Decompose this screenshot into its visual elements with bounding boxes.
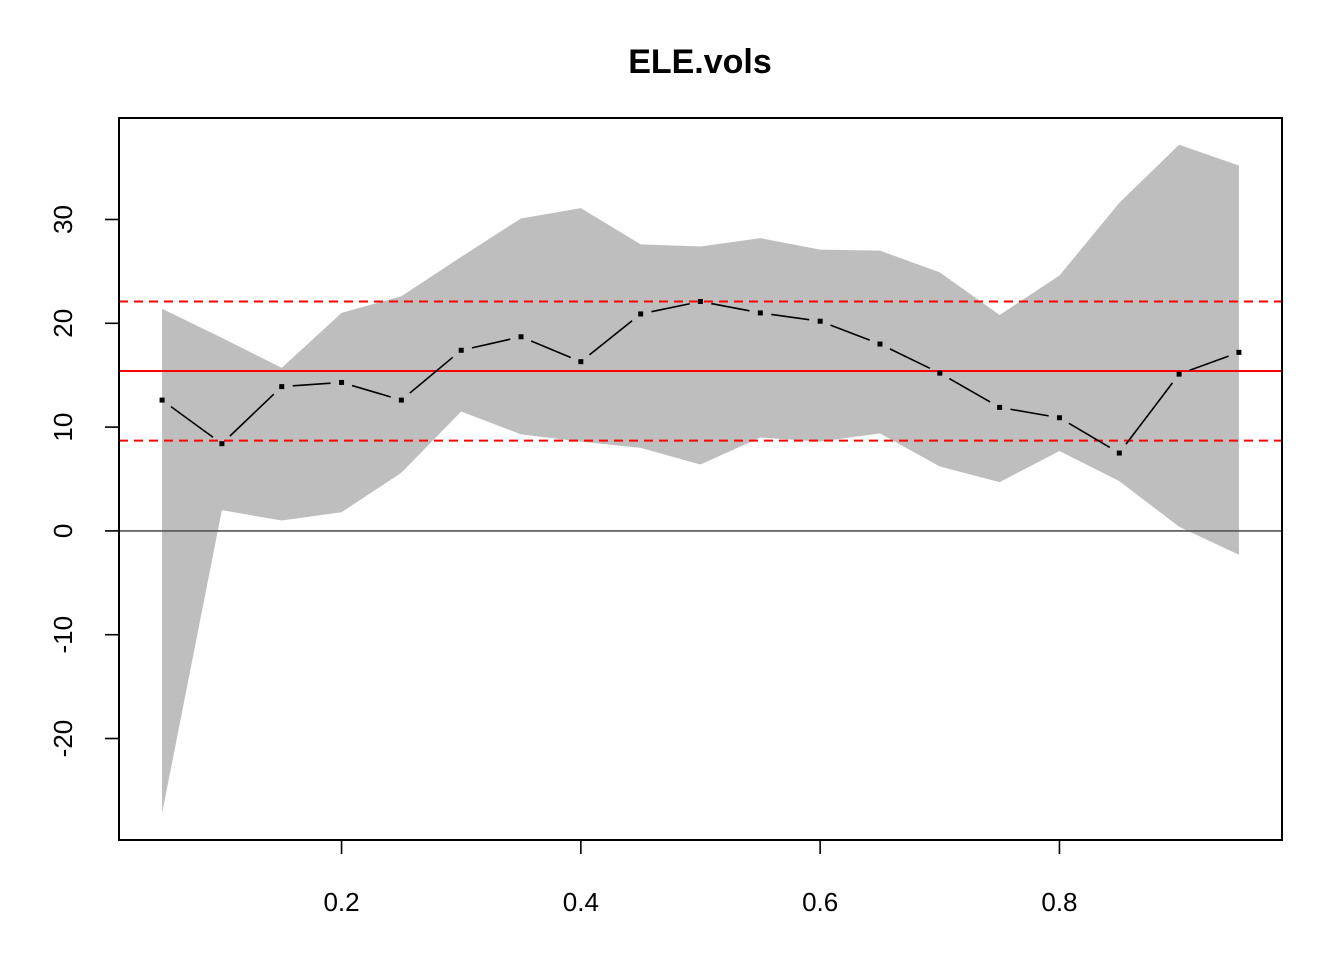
estimate-point [339, 379, 345, 385]
x-tick-label: 0.8 [1041, 887, 1077, 917]
estimate-point [877, 341, 883, 347]
x-tick-label: 0.6 [802, 887, 838, 917]
estimate-segment [948, 377, 991, 403]
estimate-series-layer [159, 298, 1242, 456]
estimate-point [159, 397, 165, 403]
estimate-point [578, 359, 584, 365]
estimate-point [458, 347, 464, 353]
estimate-segment [1125, 382, 1174, 445]
y-tick-label: 30 [48, 205, 78, 234]
y-tick-label: -10 [48, 616, 78, 654]
estimate-point [1176, 371, 1182, 377]
estimate-point [1236, 349, 1242, 355]
estimate-point [518, 334, 524, 340]
estimate-segment [409, 356, 454, 394]
estimate-segment [651, 302, 690, 313]
estimate-segment [170, 405, 214, 438]
confidence-band-layer [162, 144, 1239, 814]
y-tick-label: 10 [48, 413, 78, 442]
y-tick-label: 20 [48, 309, 78, 338]
y-tick-label: -20 [48, 720, 78, 758]
plot-frame [118, 117, 1283, 841]
estimate-segment [1068, 422, 1111, 449]
estimate-point [698, 298, 703, 304]
estimate-segment [530, 340, 572, 359]
estimate-segment [711, 302, 750, 312]
estimate-segment [292, 382, 331, 387]
estimate-segment [471, 338, 511, 349]
estimate-segment [830, 324, 870, 341]
estimate-point [817, 318, 823, 324]
estimate-point [638, 311, 644, 317]
estimate-point [219, 441, 225, 447]
estimate-segment [1010, 408, 1049, 417]
estimate-segment [229, 393, 275, 437]
confidence-band [162, 144, 1239, 814]
estimate-point [279, 384, 285, 390]
y-axis: -20 -10 0 10 20 30 [48, 205, 119, 757]
estimate-point [1116, 450, 1122, 456]
reference-lines-layer [119, 300, 1282, 532]
estimate-segment [889, 348, 931, 370]
estimate-point [1056, 415, 1062, 421]
estimate-point [398, 397, 404, 403]
estimate-segment [1189, 355, 1229, 372]
x-tick-label: 0.2 [323, 887, 359, 917]
chart-title: ELE.vols [628, 43, 772, 81]
estimate-segment [588, 320, 633, 356]
estimate-point [997, 404, 1003, 410]
y-tick-label: 0 [48, 524, 78, 538]
estimate-segment [351, 384, 392, 398]
x-axis: 0.2 0.4 0.6 0.8 [323, 840, 1078, 917]
estimate-segment [771, 313, 810, 321]
x-tick-label: 0.4 [563, 887, 599, 917]
estimate-point [937, 370, 943, 376]
estimate-point [757, 310, 763, 316]
